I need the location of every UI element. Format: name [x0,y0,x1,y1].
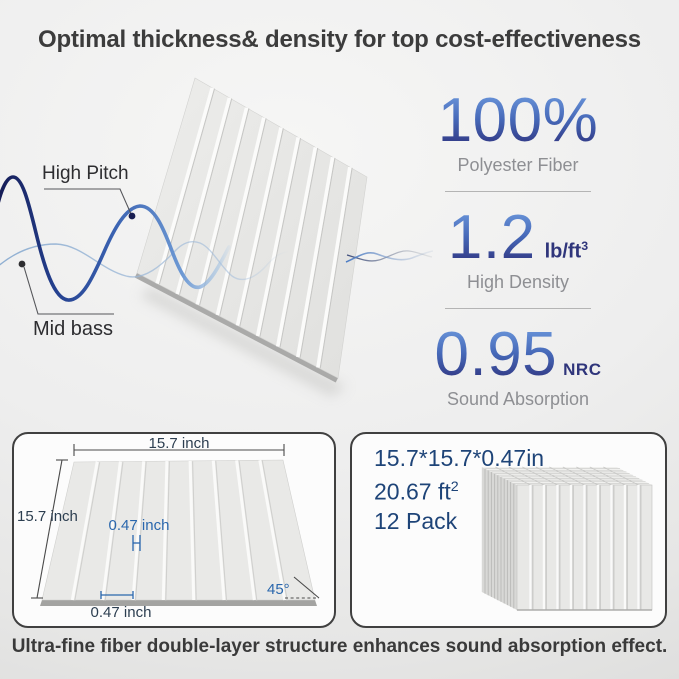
density-unit: lb/ft3 [545,239,589,264]
dimension-angle-label: 45° [267,581,290,598]
spec-text: 15.7*15.7*0.47in 20.67 ft2 12 Pack [374,444,544,536]
high-pitch-callout [44,188,136,220]
panel-stack-image [481,466,653,611]
dimension-thickness-label: 0.47 inch [90,604,152,621]
fiber-value: 100% [437,86,599,155]
spec-area-text: 20.67 ft [374,478,451,505]
density-row: 1.2 lb/ft3 [448,207,588,269]
panel-shadow [140,286,346,397]
density-unit-exponent: 3 [581,239,589,254]
acoustic-panel-image [134,77,368,383]
spec-area: 20.67 ft2 [374,473,544,507]
nrc-label: Sound Absorption [446,389,590,409]
spec-area-exponent: 2 [450,479,459,495]
mid-bass-callout [18,260,114,315]
attenuated-wave [345,250,434,263]
divider [445,308,591,309]
spec-pack: 12 Pack [374,507,458,534]
nrc-unit: NRC [563,360,602,379]
density-label: High Density [466,272,570,292]
fiber-label: Polyester Fiber [457,155,579,175]
mid-bass-wave [0,241,289,281]
spec-size: 15.7*15.7*0.47in [374,445,545,471]
dimension-width-label: 15.7 inch [148,435,210,452]
page-title: Optimal thickness& density for top cost-… [38,26,641,53]
nrc-row: 0.95 NRC [434,324,601,386]
dimension-height-label: 15.7 inch [17,508,78,525]
spec-box: 15.7*15.7*0.47in 20.67 ft2 12 Pack [350,432,667,628]
density-value: 1.2 [447,203,536,272]
density-unit-text: lb/ft [544,241,582,263]
dimension-groove-label: 0.47 inch [108,517,170,534]
dimension-box: 15.7 inch 15.7 inch 0.47 inch 0.47 inch … [12,432,336,628]
stats-column: 100% Polyester Fiber 1.2 lb/ft3 High Den… [420,90,616,410]
high-pitch-wave [0,175,231,302]
nrc-value: 0.95 [434,320,558,389]
high-pitch-label: High Pitch [42,163,129,184]
divider [445,191,591,192]
panel-diagram [31,444,320,606]
mid-bass-label: Mid bass [33,318,114,340]
footer-caption: Ultra-fine fiber double-layer structure … [11,636,668,657]
